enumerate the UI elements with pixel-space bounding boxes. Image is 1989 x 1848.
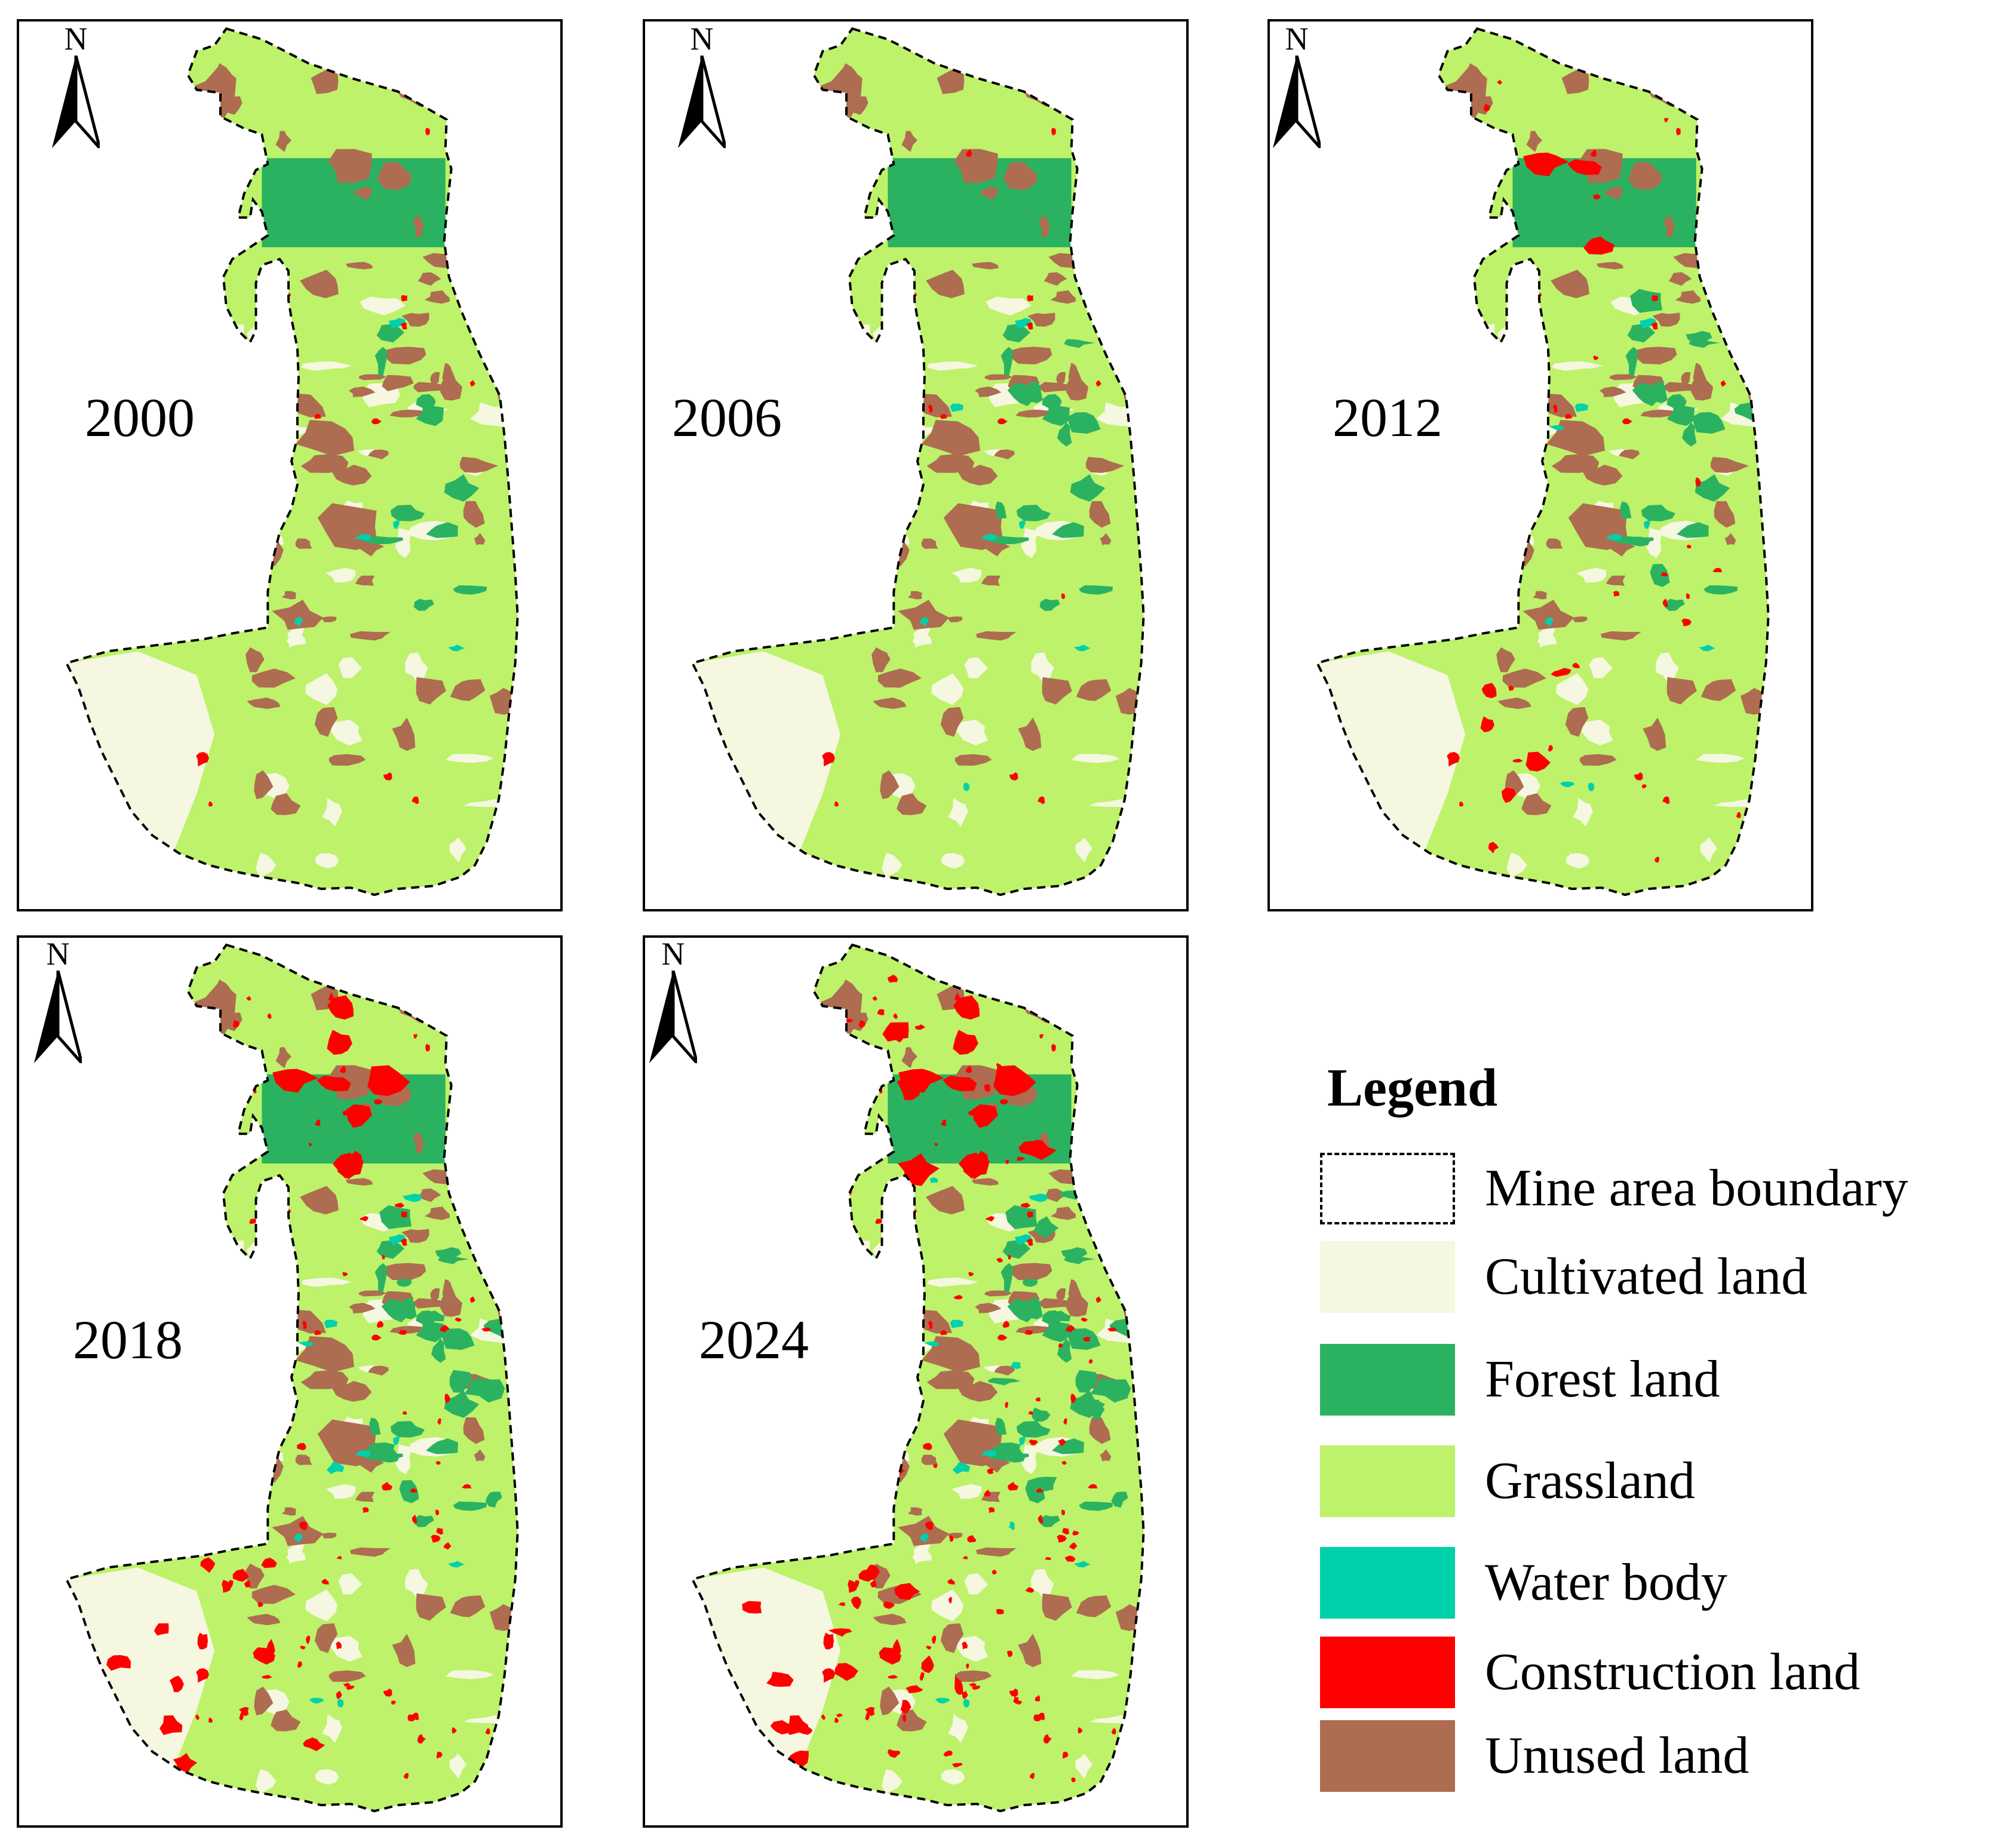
- legend-item-mine-boundary: Mine area boundary: [1314, 1153, 1977, 1230]
- year-label: 2024: [699, 1309, 809, 1370]
- legend-label: Mine area boundary: [1485, 1159, 1908, 1217]
- mine-area-map: [65, 943, 519, 1813]
- legend-item-water: Water body: [1314, 1547, 1977, 1625]
- north-arrow: N: [1264, 23, 1330, 148]
- north-arrow: N: [25, 938, 91, 1063]
- legend-label: Grassland: [1485, 1452, 1695, 1510]
- north-arrow-icon: [1273, 56, 1321, 148]
- year-label: 2018: [73, 1309, 183, 1370]
- legend-title: Legend: [1327, 1058, 1498, 1118]
- water-swatch: [1320, 1547, 1455, 1619]
- legend: Legend Mine area boundary Cultivated lan…: [1308, 1057, 1983, 1798]
- map-panel-2006: N 2006: [643, 19, 1189, 911]
- construction-swatch: [1320, 1637, 1455, 1708]
- map-panel-2000: N 2000: [17, 19, 563, 911]
- north-label: N: [1285, 21, 1309, 57]
- mine-area-map: [65, 27, 519, 897]
- north-arrow-icon: [678, 56, 726, 148]
- north-arrow: N: [669, 23, 735, 148]
- north-label: N: [46, 936, 70, 972]
- legend-label: Water body: [1485, 1554, 1727, 1611]
- legend-item-cultivated: Cultivated land: [1314, 1241, 1977, 1319]
- unused-swatch: [1320, 1720, 1455, 1792]
- year-label: 2006: [672, 387, 782, 448]
- mine-area-map: [1315, 27, 1770, 897]
- north-arrow-icon: [649, 971, 697, 1063]
- legend-label: Construction land: [1485, 1643, 1861, 1701]
- legend-item-grassland: Grassland: [1314, 1445, 1977, 1523]
- north-arrow-icon: [52, 56, 100, 148]
- north-label: N: [64, 21, 88, 57]
- boundary-swatch: [1320, 1153, 1455, 1224]
- map-panel-2018: N 2018: [17, 935, 563, 1828]
- mine-area-map: [690, 943, 1145, 1813]
- year-label: 2000: [85, 387, 195, 448]
- north-arrow: N: [43, 23, 109, 148]
- north-arrow: N: [640, 938, 706, 1063]
- legend-label: Cultivated land: [1485, 1248, 1808, 1306]
- legend-item-construction: Construction land: [1314, 1637, 1977, 1714]
- north-arrow-icon: [34, 971, 82, 1063]
- mine-area-map: [690, 27, 1145, 897]
- forest-swatch: [1320, 1344, 1455, 1416]
- north-label: N: [690, 21, 714, 57]
- north-label: N: [661, 936, 685, 972]
- year-label: 2012: [1333, 387, 1442, 448]
- map-panel-2024: N 2024: [643, 935, 1189, 1828]
- legend-label: Forest land: [1485, 1350, 1720, 1408]
- cultivated-swatch: [1320, 1241, 1455, 1313]
- map-panel-2012: N 2012: [1267, 19, 1813, 911]
- legend-item-unused: Unused land: [1314, 1720, 1977, 1798]
- legend-label: Unused land: [1485, 1727, 1749, 1785]
- legend-item-forest: Forest land: [1314, 1344, 1977, 1422]
- grassland-swatch: [1320, 1445, 1455, 1517]
